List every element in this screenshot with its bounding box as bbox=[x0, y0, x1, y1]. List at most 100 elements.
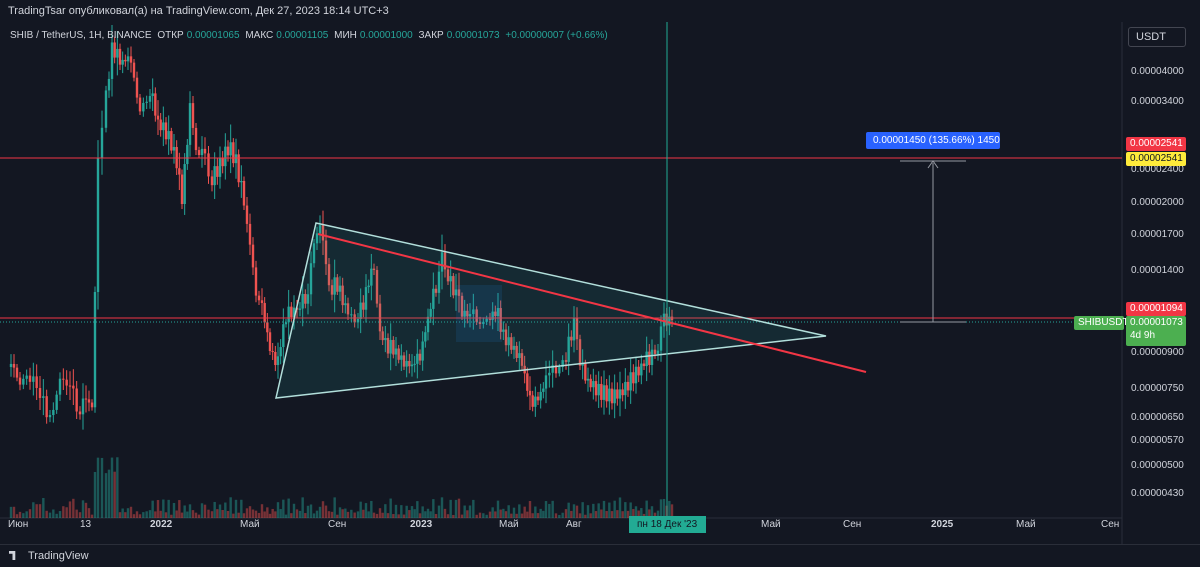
volume-bar bbox=[282, 499, 285, 518]
candle-body bbox=[466, 310, 469, 317]
candle-body bbox=[597, 383, 600, 396]
volume-bar bbox=[200, 503, 204, 518]
candle-body bbox=[110, 42, 114, 79]
volume-bar bbox=[135, 511, 139, 518]
volume-bar bbox=[578, 513, 582, 518]
volume-bar bbox=[572, 504, 576, 518]
measure-label: 0.00001450 (135.66%) 1450 bbox=[866, 132, 1000, 149]
volume-bar bbox=[372, 512, 376, 518]
candle-body bbox=[613, 389, 616, 404]
volume-bar bbox=[475, 514, 478, 518]
candle-body bbox=[624, 381, 627, 396]
volume-bar bbox=[154, 511, 157, 518]
candle-body bbox=[554, 365, 558, 374]
volume-bar bbox=[100, 457, 104, 518]
volume-bar bbox=[499, 509, 502, 518]
candle-body bbox=[515, 345, 518, 358]
price-axis-tick: 0.00000570 bbox=[1131, 435, 1184, 446]
volume-bar bbox=[482, 513, 485, 518]
volume-bar bbox=[466, 510, 469, 518]
volume-bar bbox=[520, 513, 524, 518]
candle-body bbox=[154, 93, 157, 116]
candle-body bbox=[203, 148, 207, 154]
candle-body bbox=[602, 385, 606, 400]
target-price-tag-red: 0.00002541 bbox=[1126, 137, 1186, 151]
volume-bar bbox=[410, 506, 414, 518]
volume-bar bbox=[298, 510, 302, 518]
volume-bar bbox=[68, 501, 72, 518]
candle-body bbox=[276, 356, 280, 366]
volume-bar bbox=[472, 499, 475, 518]
candle-body bbox=[35, 376, 38, 388]
volume-bar bbox=[290, 513, 293, 518]
symbol-tag: SHIBUSDT bbox=[1074, 316, 1129, 330]
candle-body bbox=[494, 311, 497, 316]
chart-area[interactable]: SHIB / TetherUS, 1H, BINANCE ОТКР 0.00001… bbox=[0, 22, 1200, 544]
volume-bar bbox=[496, 500, 500, 518]
volume-bar bbox=[245, 508, 249, 518]
volume-bar bbox=[544, 501, 548, 518]
time-axis-tick: Май bbox=[240, 519, 260, 530]
volume-bar bbox=[309, 504, 313, 518]
candle-body bbox=[218, 158, 222, 177]
price-axis-tick: 0.00000500 bbox=[1131, 460, 1184, 471]
volume-bar bbox=[344, 508, 347, 518]
volume-bar bbox=[353, 512, 356, 518]
volume-bar bbox=[232, 513, 235, 518]
candle-body bbox=[656, 350, 660, 354]
candle-body bbox=[668, 316, 671, 326]
candle-body bbox=[362, 302, 365, 310]
volume-bar bbox=[81, 500, 85, 518]
candle-body bbox=[504, 329, 508, 346]
candle-body bbox=[224, 146, 227, 167]
candle-body bbox=[416, 353, 419, 364]
candle-body bbox=[107, 78, 111, 91]
candle-body bbox=[472, 309, 475, 315]
price-axis-tick: 0.00001400 bbox=[1131, 265, 1184, 276]
volume-bar bbox=[594, 511, 598, 518]
candle-body bbox=[381, 331, 384, 341]
volume-bar bbox=[318, 506, 322, 518]
volume-bar bbox=[121, 508, 124, 518]
volume-bar bbox=[9, 506, 13, 518]
change-value: +0.00000007 (+0.66%) bbox=[505, 30, 608, 41]
candle-body bbox=[65, 379, 68, 386]
candle-body bbox=[437, 271, 441, 293]
volume-bar bbox=[564, 509, 568, 518]
candle-body bbox=[512, 345, 516, 350]
candle-body bbox=[229, 142, 232, 156]
candle-body bbox=[301, 293, 304, 309]
volume-bar bbox=[110, 457, 114, 518]
candle-body bbox=[507, 337, 510, 346]
volume-bar bbox=[15, 514, 19, 518]
candle-body bbox=[167, 131, 170, 140]
publisher-bar: TradingTsar опубликовал(а) на TradingVie… bbox=[0, 0, 1200, 22]
volume-bar bbox=[242, 513, 246, 518]
last-price-value: 0.00001073 bbox=[1130, 317, 1183, 328]
volume-bar bbox=[229, 497, 232, 518]
volume-bar bbox=[670, 504, 674, 518]
brand-text: TradingView bbox=[28, 550, 89, 562]
volume-bar bbox=[356, 511, 360, 518]
volume-bar bbox=[234, 499, 238, 518]
candle-body bbox=[113, 42, 116, 58]
volume-bar bbox=[621, 511, 624, 518]
volume-bar bbox=[518, 504, 521, 518]
volume-bar bbox=[118, 512, 122, 518]
volume-bar bbox=[287, 498, 290, 518]
candle-body bbox=[496, 308, 500, 316]
volume-bar bbox=[162, 499, 165, 518]
price-chart-svg[interactable] bbox=[0, 22, 1200, 544]
time-axis-tick: 13 bbox=[80, 519, 92, 530]
candle-body bbox=[118, 48, 122, 65]
tradingview-logo[interactable]: TradingView bbox=[9, 550, 89, 562]
currency-button[interactable]: USDT bbox=[1128, 27, 1186, 47]
candle-body bbox=[245, 205, 249, 224]
volume-bar bbox=[32, 502, 35, 518]
candle-body bbox=[279, 347, 282, 357]
candle-body bbox=[528, 390, 532, 396]
volume-bar bbox=[449, 499, 452, 518]
candle-body bbox=[260, 300, 264, 304]
candle-body bbox=[121, 59, 124, 65]
candle-body bbox=[162, 122, 165, 131]
